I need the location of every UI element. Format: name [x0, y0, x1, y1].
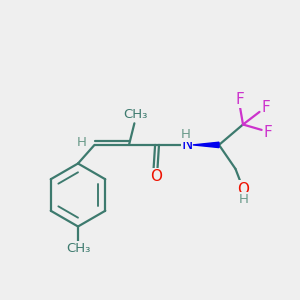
Text: CH₃: CH₃: [66, 242, 90, 256]
Text: H: H: [77, 136, 87, 149]
Text: F: F: [235, 92, 244, 107]
Text: N: N: [182, 137, 193, 152]
Text: O: O: [150, 169, 162, 184]
Text: F: F: [264, 125, 273, 140]
Text: CH₃: CH₃: [124, 108, 148, 122]
Text: F: F: [262, 100, 271, 115]
Text: H: H: [239, 193, 248, 206]
Polygon shape: [193, 142, 219, 148]
Text: O: O: [238, 182, 250, 196]
Text: H: H: [181, 128, 191, 141]
